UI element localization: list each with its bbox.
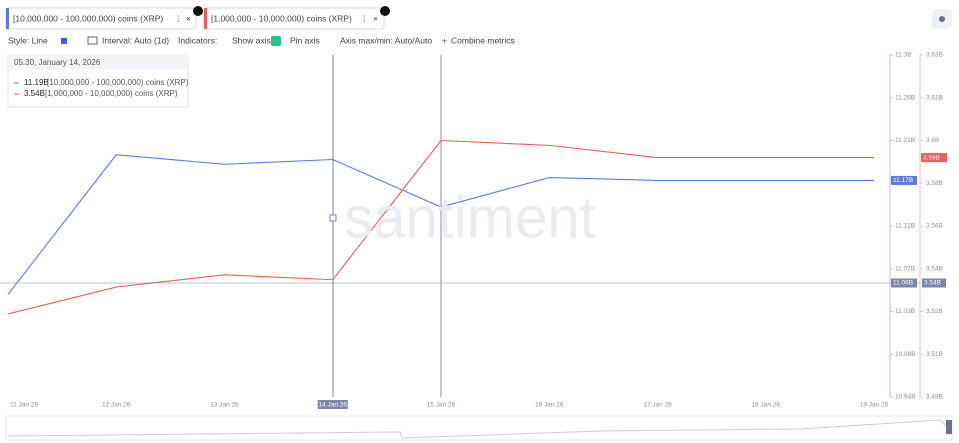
interval[interactable]: Interval: Auto (1d) (102, 35, 169, 45)
tooltip-series: [1,000,000 - 10,000,000) coins (XRP) (45, 89, 178, 98)
x-tick-label: 11 Jan 26 (10, 402, 38, 409)
last-value-label: 11.17B (893, 177, 913, 184)
x-tick-label: 18 Jan 26 (751, 402, 780, 409)
menu-dots[interactable]: ⋮ (174, 13, 183, 23)
axis-minmax[interactable]: Axis max/min: Auto/Auto (340, 35, 432, 45)
show-axis: Show axis (232, 35, 271, 45)
x-tick-label: 12 Jan 26 (102, 402, 131, 409)
menu-dots[interactable]: ⋮ (360, 13, 369, 23)
tab-label: [1,000,000 - 10,000,000) coins (XRP) (211, 13, 352, 23)
pin-axis[interactable]: Pin axis (290, 35, 320, 45)
last-value-tag (921, 153, 947, 163)
tooltip-value: 11.19B (24, 78, 49, 87)
style[interactable]: Style: Line (8, 35, 48, 45)
navigator-handle[interactable] (946, 420, 952, 434)
y2-tick-label: 3.51B (926, 351, 943, 358)
watermark: santiment (344, 185, 595, 250)
x-tick-label: 15 Jan 26 (427, 402, 456, 409)
y2-tick-label: 3.63B (926, 52, 943, 59)
tooltip-header (8, 55, 188, 70)
last-value-tag (891, 175, 917, 185)
tooltip-series: [10,000,000 - 100,000,000) coins (XRP) (47, 78, 189, 87)
tab-color (204, 8, 207, 29)
navigator-line (7, 419, 951, 439)
y-tick-label: 10.98B (895, 351, 916, 358)
tab-label: [10,000,000 - 100,000,000) coins (XRP) (13, 13, 163, 23)
crosshair-tag (922, 278, 946, 288)
y-tick-label: 11.26B (895, 94, 915, 101)
x-tick-label: 19 Jan 26 (860, 402, 889, 409)
y-tick-label: 11.03B (895, 308, 915, 315)
close[interactable]: × (373, 13, 378, 23)
crosshair-label: 11.06B (893, 280, 913, 287)
y2-tick-label: 3.61B (926, 94, 943, 101)
x-tick-label: 14 Jan 26 (318, 402, 347, 409)
navigator[interactable] (5, 415, 953, 441)
interval-icon (87, 36, 98, 45)
close[interactable]: × (186, 13, 191, 23)
y2-tick-label: 3.6B (926, 137, 939, 144)
y-tick-label: 11.3B (895, 52, 912, 59)
y2-tick-label: 3.52B (926, 308, 943, 315)
crosshair-label: 3.54B (924, 280, 941, 287)
color-picker[interactable] (61, 38, 67, 44)
last-value-label: 3.59B (923, 154, 940, 161)
crosshair-tag (891, 278, 917, 288)
y2-tick-label: 3.56B (926, 223, 943, 230)
y2-tick-label: 3.54B (926, 265, 943, 272)
x-tick-label: 16 Jan 26 (535, 402, 564, 409)
combine-metrics[interactable]: Combine metrics (451, 35, 515, 45)
combine-metrics[interactable]: + (442, 35, 447, 45)
x-tick-label: 13 Jan 26 (210, 402, 239, 409)
y-tick-label: 10.94B (895, 394, 916, 401)
y2-tick-label: 3.49B (926, 394, 943, 401)
indicators[interactable]: Indicators: (178, 35, 217, 45)
cursor-point (329, 214, 337, 222)
y-tick-label: 11.12B (895, 223, 915, 230)
remove-icon[interactable] (193, 6, 203, 16)
x-highlight (317, 400, 348, 409)
tooltip-value: 3.54B (24, 89, 45, 98)
y-tick-label: 11.07B (895, 265, 915, 272)
remove-icon[interactable] (380, 6, 390, 16)
y2-tick-label: 3.58B (926, 180, 943, 187)
x-tick-label: 17 Jan 26 (643, 402, 672, 409)
settings-icon (939, 16, 945, 22)
y-tick-label: 11.21B (895, 137, 915, 144)
tooltip-time: 05:30, January 14, 2026 (14, 58, 101, 67)
tab-color (6, 8, 9, 29)
checkbox[interactable] (271, 36, 281, 46)
